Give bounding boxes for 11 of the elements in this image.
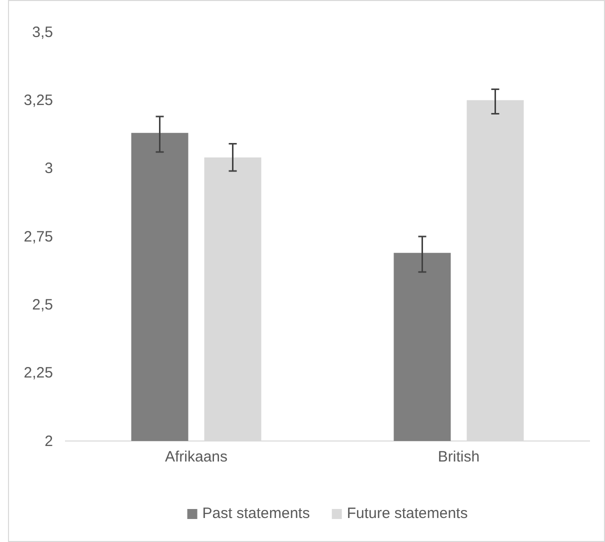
y-tick-label: 3,5 bbox=[32, 24, 53, 41]
x-tick-label: British bbox=[438, 448, 480, 466]
y-tick-label: 2,75 bbox=[24, 228, 53, 246]
y-tick-label: 3 bbox=[44, 160, 53, 178]
x-tick-label: Afrikaans bbox=[164, 448, 228, 466]
y-tick-label: 2,25 bbox=[24, 364, 53, 382]
legend-label: Future statements bbox=[346, 505, 468, 522]
legend-label: Past statements bbox=[202, 505, 310, 522]
y-tick-label: 2 bbox=[44, 432, 53, 450]
y-tick-label: 2,5 bbox=[32, 296, 53, 314]
y-tick-label: 3,25 bbox=[24, 92, 53, 109]
